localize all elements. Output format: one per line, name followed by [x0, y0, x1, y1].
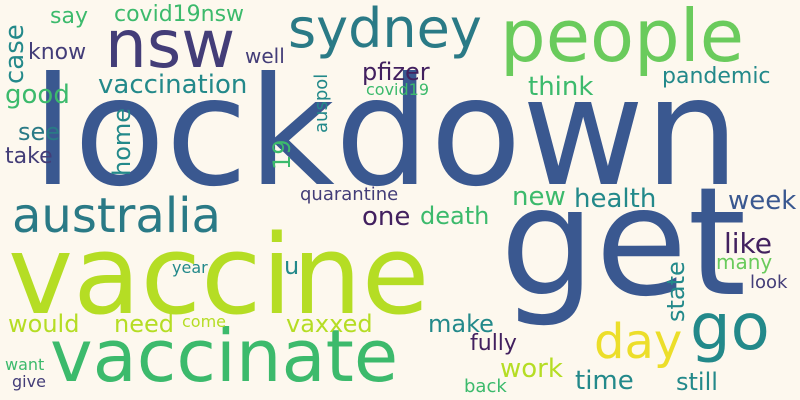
word-covid19nsw: covid19nsw: [114, 2, 245, 27]
word-make: make: [428, 310, 494, 338]
word-still: still: [676, 368, 718, 396]
word-home: home: [108, 107, 136, 176]
word-see: see: [18, 118, 61, 146]
word-australia: australia: [12, 188, 221, 244]
word-like: like: [724, 227, 773, 260]
word-give: give: [12, 372, 46, 391]
word-week: week: [728, 186, 797, 216]
word-state: state: [662, 261, 690, 322]
word-fully: fully: [470, 331, 517, 356]
word-day: day: [594, 314, 683, 370]
word-u: u: [284, 252, 300, 280]
word-pandemic: pandemic: [662, 64, 771, 89]
word-need: need: [114, 310, 174, 338]
word-back: back: [464, 376, 507, 397]
word-health: health: [574, 184, 657, 214]
word-year: year: [172, 258, 208, 277]
word-quarantine: quarantine: [300, 184, 399, 205]
word-case: case: [0, 24, 30, 84]
word-look: look: [750, 272, 788, 293]
word-time: time: [575, 366, 634, 396]
word-nsw: nsw: [105, 6, 236, 83]
word-one: one: [362, 202, 411, 232]
word-lockdown: lockdown: [32, 46, 740, 220]
word-new: new: [512, 182, 566, 212]
word-vaccine: vaccine: [8, 211, 430, 339]
word-go: go: [690, 291, 770, 365]
word-well: well: [245, 44, 285, 68]
word-covid19: covid19: [366, 80, 430, 99]
word-death: death: [420, 202, 490, 230]
word-know: know: [28, 40, 87, 65]
word-many: many: [716, 250, 773, 274]
word-people: people: [500, 0, 745, 78]
word-say: say: [50, 4, 88, 29]
word-take: take: [5, 144, 53, 169]
word-vaccination: vaccination: [98, 70, 248, 100]
word-vaxxed: vaxxed: [286, 310, 373, 338]
word-pfizer: pfizer: [362, 58, 430, 86]
word-sydney: sydney: [288, 0, 482, 60]
word-19: 19: [268, 139, 296, 170]
word-come: come: [182, 312, 227, 331]
word-vaccinate: vaccinate: [50, 314, 399, 398]
word-would: would: [8, 310, 80, 338]
word-want: want: [5, 355, 45, 374]
word-think: think: [528, 72, 594, 102]
word-auspol: auspol: [311, 73, 332, 133]
word-get: get: [500, 156, 747, 330]
word-good: good: [5, 80, 70, 110]
word-work: work: [500, 354, 563, 384]
